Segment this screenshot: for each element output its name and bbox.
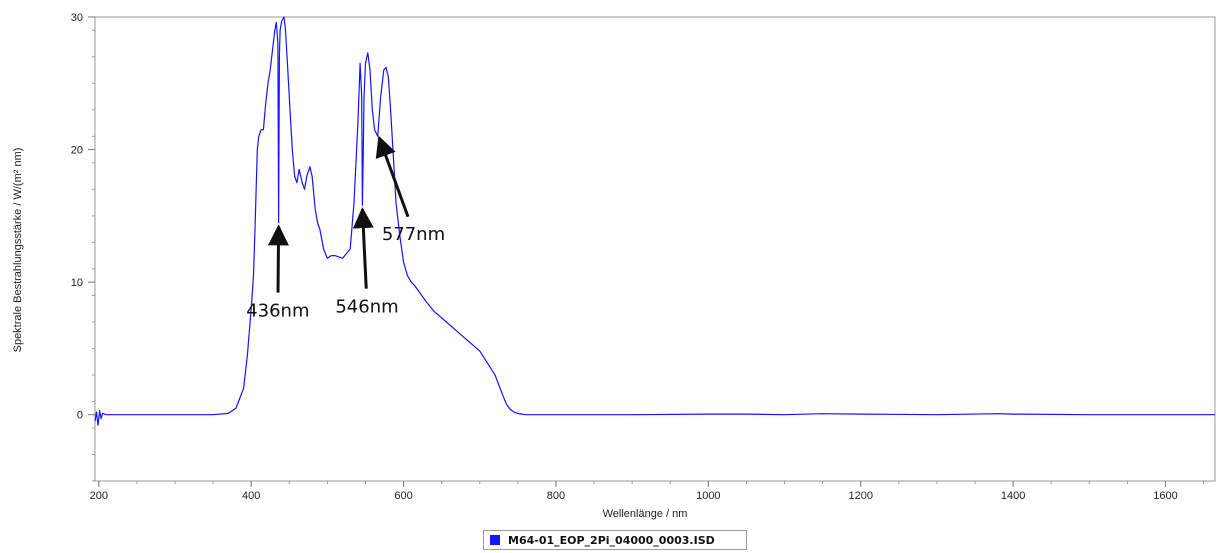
- x-tick-label: 1000: [696, 490, 720, 502]
- y-tick-label: 20: [71, 145, 83, 157]
- x-tick-label: 400: [242, 490, 260, 502]
- x-tick-label: 800: [547, 490, 565, 502]
- y-tick-label: 30: [71, 12, 83, 24]
- y-axis-ticks: 0 10 20 30: [71, 12, 95, 482]
- legend-series-label: M64-01_EOP_2Pi_04000_0003.ISD: [508, 533, 715, 547]
- spectrum-series-line: [94, 16, 1215, 426]
- annotation-arrow: [267, 224, 289, 293]
- legend-swatch: [490, 535, 500, 545]
- y-axis-title: Spektrale Bestrahlungsstärke / W/(m² nm): [12, 148, 24, 353]
- y-tick-label: 0: [77, 410, 83, 422]
- annotation-arrow: [352, 207, 374, 289]
- x-tick-label: 1200: [848, 490, 872, 502]
- chart-legend: M64-01_EOP_2Pi_04000_0003.ISD: [483, 530, 747, 550]
- annotation-label: 546nm: [335, 297, 398, 318]
- y-tick-label: 10: [71, 277, 83, 289]
- x-axis-ticks: 200 400 600 800 1000 1200 1400 1600: [90, 481, 1205, 502]
- x-tick-label: 1600: [1153, 490, 1177, 502]
- x-axis-title: Wellenlänge / nm: [603, 508, 688, 520]
- x-tick-label: 600: [394, 490, 412, 502]
- x-tick-label: 1400: [1001, 490, 1025, 502]
- annotation-label: 436nm: [246, 301, 309, 322]
- plot-area: [94, 16, 1216, 482]
- annotation-arrow: [375, 135, 410, 218]
- wavelength-annotations: 436nm 546nm 577nm: [246, 135, 445, 322]
- annotation-label: 577nm: [382, 224, 445, 245]
- x-tick-label: 200: [90, 490, 108, 502]
